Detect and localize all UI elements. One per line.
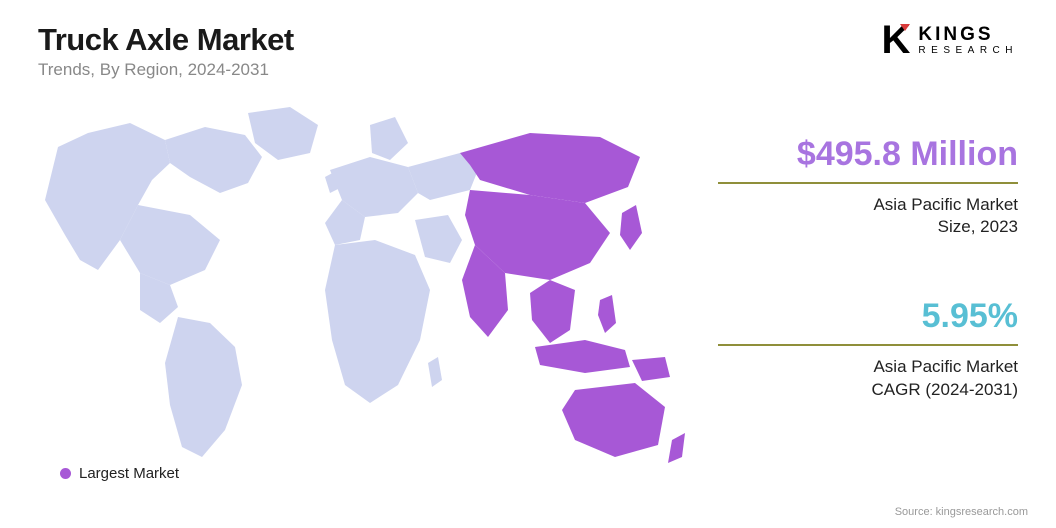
stat-value: $495.8 Million xyxy=(718,135,1018,174)
logo-mark: K xyxy=(882,20,911,60)
stats-panel: $495.8 Million Asia Pacific Market Size,… xyxy=(718,135,1018,460)
stat-divider xyxy=(718,182,1018,184)
brand-logo: K KINGS RESEARCH xyxy=(882,20,1018,60)
source-attribution: Source: kingsresearch.com xyxy=(895,506,1028,518)
map-legend: Largest Market xyxy=(60,465,179,482)
legend-dot-icon xyxy=(60,468,71,479)
stat-value: 5.95% xyxy=(718,297,1018,336)
logo-text: KINGS RESEARCH xyxy=(918,25,1018,56)
stat-label: Asia Pacific Market CAGR (2024-2031) xyxy=(718,356,1018,402)
map-highlight-asia-pacific xyxy=(460,133,685,463)
logo-brand-bottom: RESEARCH xyxy=(918,46,1018,56)
world-map-svg xyxy=(10,85,690,465)
world-map xyxy=(10,85,690,465)
legend-label: Largest Market xyxy=(79,465,179,482)
stat-label: Asia Pacific Market Size, 2023 xyxy=(718,194,1018,240)
header: Truck Axle Market Trends, By Region, 202… xyxy=(38,22,294,80)
stat-divider xyxy=(718,344,1018,346)
stat-market-size: $495.8 Million Asia Pacific Market Size,… xyxy=(718,135,1018,239)
logo-accent-icon xyxy=(900,24,910,31)
page-title: Truck Axle Market xyxy=(38,22,294,58)
logo-brand-top: KINGS xyxy=(918,25,1018,44)
stat-cagr: 5.95% Asia Pacific Market CAGR (2024-203… xyxy=(718,297,1018,401)
map-base-regions xyxy=(45,107,480,457)
page-subtitle: Trends, By Region, 2024-2031 xyxy=(38,60,294,80)
